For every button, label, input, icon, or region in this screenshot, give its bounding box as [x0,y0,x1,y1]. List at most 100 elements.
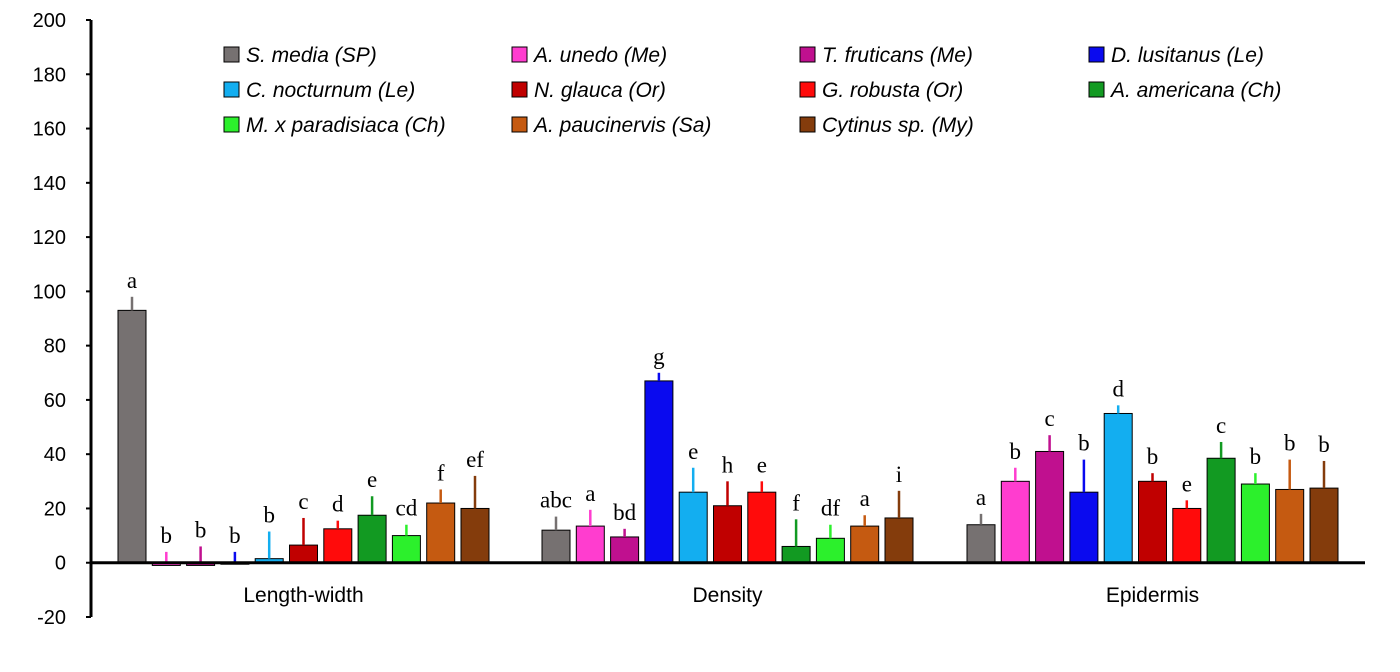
significance-letter: a [585,481,595,506]
legend-label: N. glauca (Or) [534,79,666,102]
bar [1240,483,1270,564]
significance-letter: e [1182,471,1192,496]
significance-letter: i [896,462,902,487]
legend-label: A. unedo (Me) [532,44,667,67]
bar [610,536,640,564]
bar [644,380,674,564]
significance-letter: h [722,452,734,477]
legend-label: G. robusta (Or) [822,79,963,102]
significance-letter: c [1216,413,1226,438]
significance-letter: a [860,486,870,511]
bar [391,535,421,564]
bar [1069,491,1099,564]
bar [747,491,777,564]
legend-item: A. unedo (Me) [511,44,667,67]
legend-label: S. media (SP) [246,44,377,67]
legend-swatch [511,116,528,133]
bar [357,514,387,564]
legend-item: T. fruticans (Me) [799,44,973,67]
legend-swatch [223,116,240,133]
bar [1309,487,1339,564]
bar [815,537,845,564]
bar [426,502,456,564]
bar [850,525,880,564]
significance-letter: b [1318,432,1330,457]
legend-label: C. nocturnum (Le) [246,79,415,102]
y-tick-label: 200 [33,10,66,32]
significance-letter: f [437,460,445,485]
bar [1103,412,1133,564]
significance-letter: b [1250,444,1262,469]
legend-swatch [799,46,816,63]
bar [1172,507,1202,564]
y-tick-label: 0 [55,553,66,575]
significance-letter: b [1078,431,1090,456]
bar [289,544,318,564]
legend-label: A. paucinervis (Sa) [532,114,711,137]
significance-letter: cd [396,496,418,521]
bar [678,491,708,564]
legend-label: M. x paradisiaca (Ch) [246,114,446,137]
y-tick-label: 40 [44,444,66,466]
y-tick-label: 160 [33,119,66,141]
bar [884,517,914,564]
legend-item: A. americana (Ch) [1088,79,1281,102]
bar [460,507,490,564]
legend-item: S. media (SP) [223,44,377,67]
bar [713,505,742,564]
significance-letter: b [1147,444,1159,469]
legend-item: Cytinus sp. (My) [799,114,974,137]
significance-letter: g [653,344,665,369]
significance-letter: d [1112,376,1124,401]
legend-item: D. lusitanus (Le) [1088,44,1264,67]
bar [1035,450,1065,564]
legend: S. media (SP) A. unedo (Me) T. fruticans (… [223,44,1281,137]
legend-label: D. lusitanus (Le) [1111,44,1264,67]
significance-letter: f [792,490,800,515]
legend-label: T. fruticans (Me) [822,44,973,67]
legend-swatch [1088,46,1105,63]
y-tick-label: -20 [37,607,66,629]
legend-item: C. nocturnum (Le) [223,79,415,102]
legend-swatch [1088,81,1105,98]
legend-item: N. glauca (Or) [511,79,666,102]
significance-letter: abc [540,488,572,513]
legend-item: A. paucinervis (Sa) [511,114,711,137]
legend-swatch [511,81,528,98]
bar [781,545,811,564]
bar [1206,457,1236,564]
significance-letter: b [263,503,275,528]
y-tick-label: 60 [44,390,66,412]
bar [1138,480,1167,564]
significance-letter: b [229,523,241,548]
legend-item: G. robusta (Or) [799,79,963,102]
x-axis: Length-width Density Epidermis [91,561,1365,607]
y-tick-label: 140 [33,173,66,195]
significance-letter: e [688,439,698,464]
legend-swatch [511,46,528,63]
significance-letter: d [332,492,344,517]
y-tick-label: 80 [44,336,66,358]
significance-letter: e [757,452,767,477]
y-tick-label: 20 [44,498,66,520]
bar [1275,488,1305,564]
bar [117,309,147,564]
significance-letter: b [195,517,207,542]
significance-letter: ef [466,447,484,472]
category-label: Epidermis [1106,584,1199,607]
significance-letter: a [127,268,137,293]
legend-swatch [223,81,240,98]
significance-letter: b [1010,439,1022,464]
legend-swatch [799,116,816,133]
category-label: Density [692,584,763,607]
bar [323,528,353,564]
significance-letter: b [161,523,173,548]
significance-letter: e [367,467,377,492]
y-axis: -20 0 20 40 60 80 100 120 140 160 180 200 [33,10,93,629]
y-tick-label: 100 [33,281,66,303]
significance-letter: c [298,489,308,514]
bar [966,524,996,564]
significance-letter: bd [613,500,637,525]
